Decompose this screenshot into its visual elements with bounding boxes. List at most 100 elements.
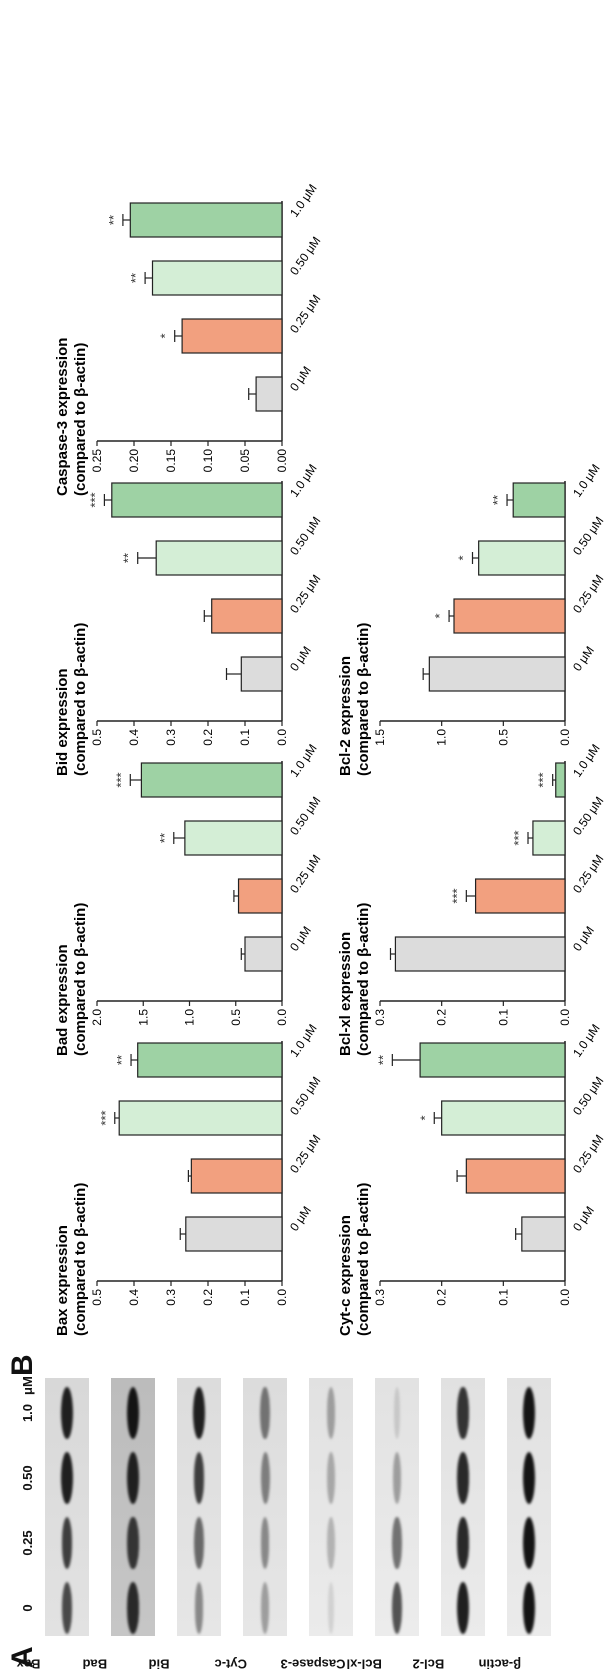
x-tick-label: 0.50 μM — [287, 1074, 323, 1118]
bar — [521, 1216, 566, 1252]
x-tick-label: 0 μM — [570, 644, 597, 674]
bar — [428, 656, 566, 692]
y-tick-label: 0.15 — [164, 449, 178, 473]
significance-label: ** — [157, 833, 172, 843]
y-tick-label: 0.05 — [238, 449, 252, 473]
bar — [255, 376, 283, 412]
y-tick-label: 1.0 — [183, 1009, 197, 1026]
lane-label: 0.25 — [20, 1530, 35, 1556]
bar — [155, 540, 283, 576]
significance-label: * — [158, 333, 173, 338]
significance-label: ** — [121, 553, 136, 563]
x-tick-label: 0 μM — [570, 1204, 597, 1234]
y-tick-label: 0.20 — [127, 449, 141, 473]
x-tick-label: 0.50 μM — [570, 1074, 606, 1118]
bar — [244, 936, 283, 972]
bar — [453, 598, 566, 634]
x-tick-label: 1.0 μM — [287, 1021, 320, 1059]
blot-band — [392, 1452, 402, 1504]
bar — [190, 1158, 283, 1194]
lane-label: 0.50 — [20, 1465, 35, 1491]
y-tick-label: 0.25 — [90, 449, 104, 473]
bar — [211, 598, 283, 634]
bar — [185, 1216, 283, 1252]
bar — [394, 936, 566, 972]
bar — [240, 656, 283, 692]
blot-band — [61, 1452, 73, 1504]
blot-band — [127, 1387, 139, 1439]
x-tick-label: 0.25 μM — [570, 852, 606, 896]
y-tick-label: 0.10 — [201, 449, 215, 473]
significance-label: * — [417, 1115, 432, 1120]
blot-band — [391, 1582, 403, 1634]
blot-band — [260, 1582, 270, 1634]
y-tick-label: 0.5 — [496, 729, 510, 746]
y-tick-label: 0.1 — [238, 1289, 252, 1306]
blot-band — [327, 1452, 335, 1504]
x-tick-label: 0.50 μM — [287, 794, 323, 838]
significance-label: ** — [106, 215, 121, 225]
y-tick-label: 0.0 — [558, 1009, 572, 1026]
blot-row-label: β-actin — [478, 1656, 522, 1672]
y-tick-label: 0.0 — [275, 729, 289, 746]
blot-band — [457, 1582, 469, 1634]
significance-label: *** — [511, 830, 526, 845]
x-tick-label: 0.50 μM — [570, 514, 606, 558]
significance-label: *** — [98, 1110, 113, 1125]
chart-title: Bad expression — [54, 944, 71, 1056]
x-tick-label: 1.0 μM — [570, 741, 603, 779]
y-tick-label: 0.00 — [275, 449, 289, 473]
blot-band — [457, 1452, 469, 1504]
blot-band — [523, 1452, 535, 1504]
y-tick-label: 0.2 — [435, 1009, 449, 1026]
chart-ylabel: (compared to β-actin) — [72, 1183, 89, 1336]
x-tick-label: 1.0 μM — [287, 461, 320, 499]
x-tick-label: 0.25 μM — [287, 292, 323, 336]
x-tick-label: 1.0 μM — [570, 461, 603, 499]
bar — [140, 762, 283, 798]
x-tick-label: 0 μM — [287, 644, 314, 674]
chart-ylabel: (compared to β-actin) — [72, 623, 89, 776]
y-tick-label: 0.3 — [164, 729, 178, 746]
chart-title: Bcl-2 expression — [337, 656, 354, 776]
y-tick-label: 0.4 — [127, 729, 141, 746]
blot-band — [457, 1517, 469, 1569]
y-tick-label: 0.2 — [435, 1289, 449, 1306]
x-tick-label: 0 μM — [287, 924, 314, 954]
x-tick-label: 0.50 μM — [287, 514, 323, 558]
bar — [465, 1158, 566, 1194]
bar — [137, 1042, 283, 1078]
y-tick-label: 1.0 — [435, 729, 449, 746]
chart-ylabel: (compared to β-actin) — [72, 343, 89, 496]
blot-band — [327, 1517, 335, 1569]
blot-band — [194, 1517, 204, 1569]
bar — [474, 878, 566, 914]
y-tick-label: 0.0 — [275, 1009, 289, 1026]
blot-band — [523, 1387, 535, 1439]
y-tick-label: 1.5 — [373, 729, 387, 746]
y-tick-label: 0.0 — [558, 1289, 572, 1306]
x-tick-label: 0.25 μM — [287, 852, 323, 896]
blot-band — [127, 1517, 139, 1569]
bar — [184, 820, 283, 856]
bar — [441, 1100, 566, 1136]
blot-band — [61, 1387, 73, 1439]
significance-label: *** — [87, 492, 102, 507]
western-blot-panel: 0 0.25 0.50 1.0 μM Bax Bad Bid Cyt-c Caspase-3 Bcl… — [0, 1376, 613, 1676]
chart-title: Cyt-c expression — [337, 1215, 354, 1336]
blot-band — [326, 1387, 336, 1439]
blot-band — [193, 1387, 205, 1439]
blot-band — [260, 1387, 270, 1439]
chart-ylabel: (compared to β-actin) — [355, 1183, 372, 1336]
chart-ylabel: (compared to β-actin) — [355, 903, 372, 1056]
blot-band — [392, 1517, 402, 1569]
bar — [111, 482, 283, 518]
chart-title: Bcl-xl expression — [337, 932, 354, 1056]
y-tick-label: 1.5 — [136, 1009, 150, 1026]
blot-band — [457, 1387, 469, 1439]
bar — [512, 482, 566, 518]
y-tick-label: 0.2 — [201, 729, 215, 746]
x-tick-label: 1.0 μM — [287, 741, 320, 779]
x-tick-label: 0.25 μM — [287, 572, 323, 616]
